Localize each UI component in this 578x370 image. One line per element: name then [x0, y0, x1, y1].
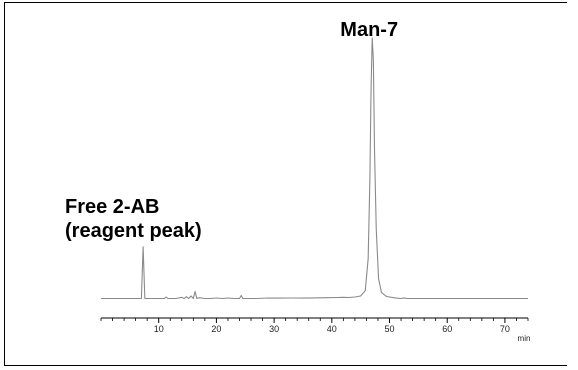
peak-label-free-2ab: Free 2-AB — [65, 196, 159, 218]
chromatogram-trace — [101, 37, 528, 300]
peak-label-free-2ab: (reagent peak) — [65, 220, 202, 242]
x-axis-unit-label: min — [518, 334, 531, 343]
x-tick-label: 60 — [442, 324, 452, 334]
x-tick-label: 50 — [385, 324, 395, 334]
x-tick-label: 30 — [269, 324, 279, 334]
peak-label-man7: Man-7 — [340, 19, 398, 41]
x-tick-label: 70 — [500, 324, 510, 334]
x-tick-label: 10 — [154, 324, 164, 334]
figure-border — [4, 2, 567, 366]
x-tick-label: 20 — [211, 324, 221, 334]
x-tick-label: 40 — [327, 324, 337, 334]
